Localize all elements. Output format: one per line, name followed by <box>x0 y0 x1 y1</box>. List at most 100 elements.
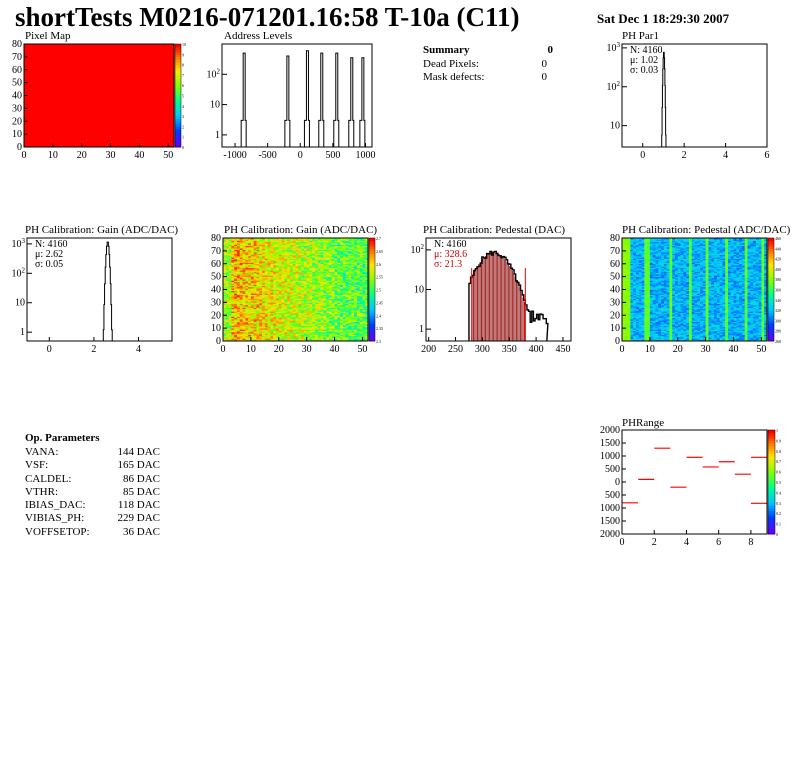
histogram-line <box>468 250 549 342</box>
heatmap-cell <box>295 331 299 334</box>
heatmap-cell <box>686 338 690 341</box>
heatmap-cell <box>234 285 238 288</box>
heatmap-cell <box>340 248 344 250</box>
heatmap-cell <box>317 329 321 331</box>
heatmap-cell <box>317 267 321 270</box>
heatmap-cell <box>340 312 344 315</box>
heatmap-cell <box>303 322 307 325</box>
heatmap-cell <box>337 333 341 335</box>
heatmap-cell <box>672 338 676 341</box>
heatmap-cell <box>236 311 241 313</box>
heatmap-cell <box>248 283 252 285</box>
heatmap-cell <box>725 333 729 335</box>
heatmap-cell <box>312 333 316 335</box>
heatmap-cell <box>627 335 631 338</box>
heatmap-cell <box>262 321 266 324</box>
heatmap-cell <box>340 299 344 302</box>
heatmap-cell <box>658 328 662 330</box>
heatmap-cell <box>298 330 302 333</box>
heatmap-cell <box>342 321 346 324</box>
heatmap-cell <box>284 258 288 261</box>
heatmap-cell <box>345 303 349 306</box>
heatmap-cell <box>289 292 294 294</box>
heatmap-cell <box>301 338 305 341</box>
heatmap-cell <box>326 271 330 274</box>
heatmap-cell <box>301 298 305 301</box>
heatmap-cell <box>354 285 358 288</box>
y-tick-label: 102 <box>207 67 221 80</box>
heatmap-cell <box>273 247 277 249</box>
heatmap-cell <box>320 248 324 250</box>
heatmap-cell <box>289 272 294 275</box>
heatmap-cell <box>242 244 246 247</box>
heatmap-cell <box>242 289 246 292</box>
heatmap-cell <box>228 321 232 324</box>
heatmap-cell <box>303 301 307 303</box>
heatmap-cell <box>317 308 321 311</box>
heatmap-cell <box>303 289 307 292</box>
heatmap-cell <box>744 338 748 341</box>
heatmap-cell <box>253 280 257 283</box>
heatmap-cell <box>301 294 305 297</box>
heatmap-cell <box>365 275 369 277</box>
histogram-fill <box>506 262 508 341</box>
heatmap-cell <box>231 275 235 277</box>
heatmap-cell <box>245 263 249 266</box>
heatmap-cell <box>306 238 310 240</box>
heatmap-cell <box>262 333 266 335</box>
heatmap-cell <box>635 328 640 330</box>
heatmap-cell <box>331 292 335 294</box>
heatmap-cell <box>278 303 282 306</box>
heatmap-cell <box>253 290 257 293</box>
heatmap-cell <box>281 313 285 316</box>
heatmap-cell <box>281 259 285 262</box>
heatmap-cell <box>326 293 330 295</box>
heatmap-cell <box>256 272 260 275</box>
heatmap-cell <box>292 306 296 308</box>
heatmap-cell <box>242 295 246 298</box>
heatmap-cell <box>674 335 679 338</box>
heatmap-cell <box>289 297 294 299</box>
heatmap-cell <box>278 238 282 240</box>
heatmap-cell <box>334 266 338 268</box>
heatmap-cell <box>289 301 294 303</box>
plot-frame <box>221 43 373 148</box>
heatmap-cell <box>348 319 352 321</box>
heatmap-cell <box>270 325 274 328</box>
heatmap-cell <box>281 315 285 317</box>
heatmap-cell <box>231 333 235 335</box>
heatmap-cell <box>225 283 229 285</box>
heatmap-cell <box>306 248 310 250</box>
heatmap-cell <box>342 248 346 250</box>
heatmap-cell <box>239 250 243 253</box>
heatmap-cell <box>328 298 333 301</box>
heatmap-cell <box>292 317 296 320</box>
heatmap-cell <box>312 259 316 262</box>
heatmap-cell <box>337 245 341 248</box>
heatmap-cell <box>270 331 274 334</box>
heatmap-cell <box>236 258 241 261</box>
heatmap-cell <box>351 277 355 280</box>
heatmap-cell <box>259 257 263 259</box>
heatmap-cell <box>326 283 330 285</box>
heatmap-cell <box>289 312 294 315</box>
heatmap-cell <box>359 250 363 253</box>
heatmap-cell <box>259 249 263 252</box>
colorbar-cell <box>175 49 181 53</box>
heatmap-cell <box>267 244 271 247</box>
heatmap-cell <box>298 334 302 337</box>
heatmap-cell <box>354 303 358 306</box>
heatmap-cell <box>727 331 732 334</box>
heatmap-cell <box>298 275 302 277</box>
heatmap-cell <box>248 240 252 243</box>
heatmap-cell <box>331 310 335 312</box>
heatmap-cell <box>223 277 227 280</box>
heatmap-cell <box>317 268 321 271</box>
heatmap-cell <box>309 257 313 259</box>
heatmap-cell <box>275 315 280 317</box>
heatmap-cell <box>340 311 344 313</box>
heatmap-cell <box>309 283 313 285</box>
heatmap-cell <box>348 320 352 322</box>
heatmap-cell <box>351 240 355 243</box>
heatmap-cell <box>323 329 327 331</box>
